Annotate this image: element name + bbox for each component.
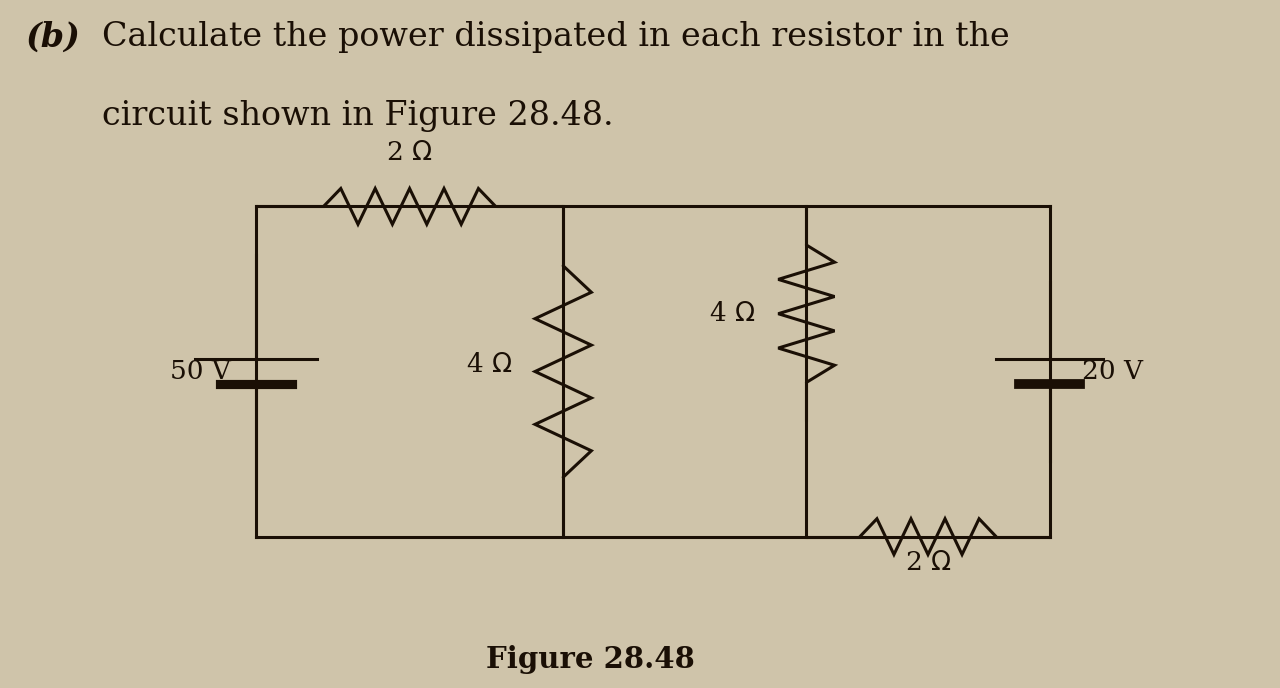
Text: 2 $\Omega$: 2 $\Omega$ [387, 140, 433, 165]
Text: 4 $\Omega$: 4 $\Omega$ [466, 352, 512, 377]
Text: circuit shown in Figure 28.48.: circuit shown in Figure 28.48. [102, 100, 614, 132]
Text: Calculate the power dissipated in each resistor in the: Calculate the power dissipated in each r… [102, 21, 1010, 53]
Text: 2 $\Omega$: 2 $\Omega$ [905, 550, 951, 575]
Text: 20 V: 20 V [1082, 359, 1143, 384]
Text: 50 V: 50 V [169, 359, 230, 384]
Text: Figure 28.48: Figure 28.48 [486, 645, 695, 674]
Text: 4 $\Omega$: 4 $\Omega$ [709, 301, 755, 326]
Text: (b): (b) [26, 21, 81, 54]
